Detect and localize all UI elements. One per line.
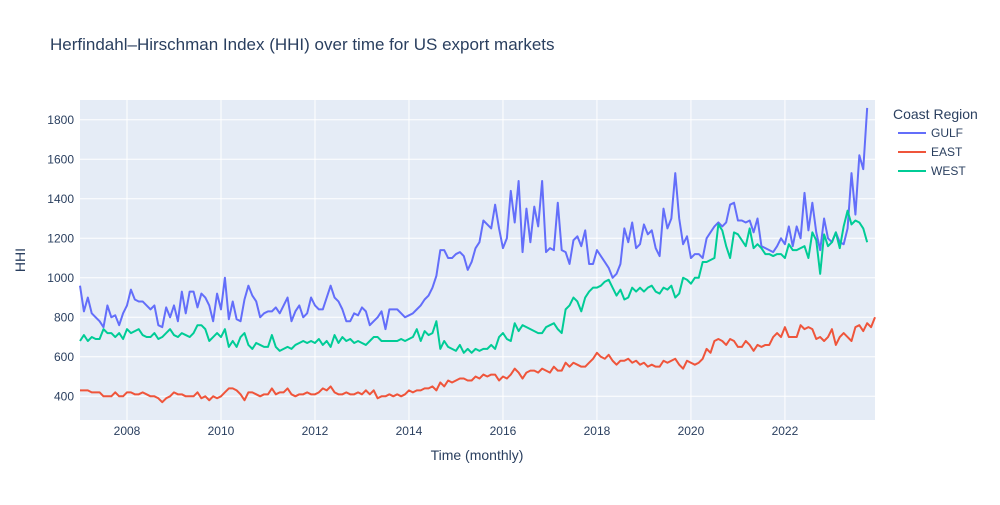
x-tick-label: 2022 <box>772 424 799 438</box>
x-tick-label: 2010 <box>208 424 235 438</box>
y-tick-label: 600 <box>54 350 74 364</box>
y-tick-label: 1000 <box>47 271 74 285</box>
x-tick-labels: 2008 2010 2012 2014 2016 2018 2020 2022 <box>114 424 799 438</box>
x-tick-label: 2016 <box>490 424 517 438</box>
x-tick-label: 2012 <box>302 424 329 438</box>
y-tick-label: 400 <box>54 389 74 403</box>
legend: Coast Region GULF EAST WEST <box>893 106 978 178</box>
legend-title: Coast Region <box>893 106 978 122</box>
series-lines <box>79 107 876 404</box>
y-tick-label: 800 <box>54 310 74 324</box>
x-tick-label: 2008 <box>114 424 141 438</box>
y-axis-label: HHI <box>12 248 28 272</box>
x-tick-label: 2018 <box>584 424 611 438</box>
legend-item-east[interactable]: EAST <box>898 145 963 159</box>
legend-label-east: EAST <box>931 145 963 159</box>
x-tick-label: 2020 <box>678 424 705 438</box>
plot-area <box>80 100 875 420</box>
y-tick-label: 1200 <box>47 231 74 245</box>
chart-title: Herfindahl–Hirschman Index (HHI) over ti… <box>50 35 555 54</box>
x-tick-label: 2014 <box>396 424 423 438</box>
legend-label-gulf: GULF <box>931 126 963 140</box>
y-tick-label: 1400 <box>47 192 74 206</box>
legend-label-west: WEST <box>931 164 966 178</box>
y-tick-label: 1600 <box>47 152 74 166</box>
series-line-gulf[interactable] <box>79 107 869 331</box>
legend-item-west[interactable]: WEST <box>898 164 966 178</box>
legend-item-gulf[interactable]: GULF <box>898 126 963 140</box>
y-tick-label: 1800 <box>47 113 74 127</box>
series-line-west[interactable] <box>79 209 869 354</box>
x-axis-label: Time (monthly) <box>431 447 524 463</box>
y-tick-labels: 400 600 800 1000 1200 1400 1600 1800 <box>47 113 74 404</box>
series-line-east[interactable] <box>80 316 876 404</box>
